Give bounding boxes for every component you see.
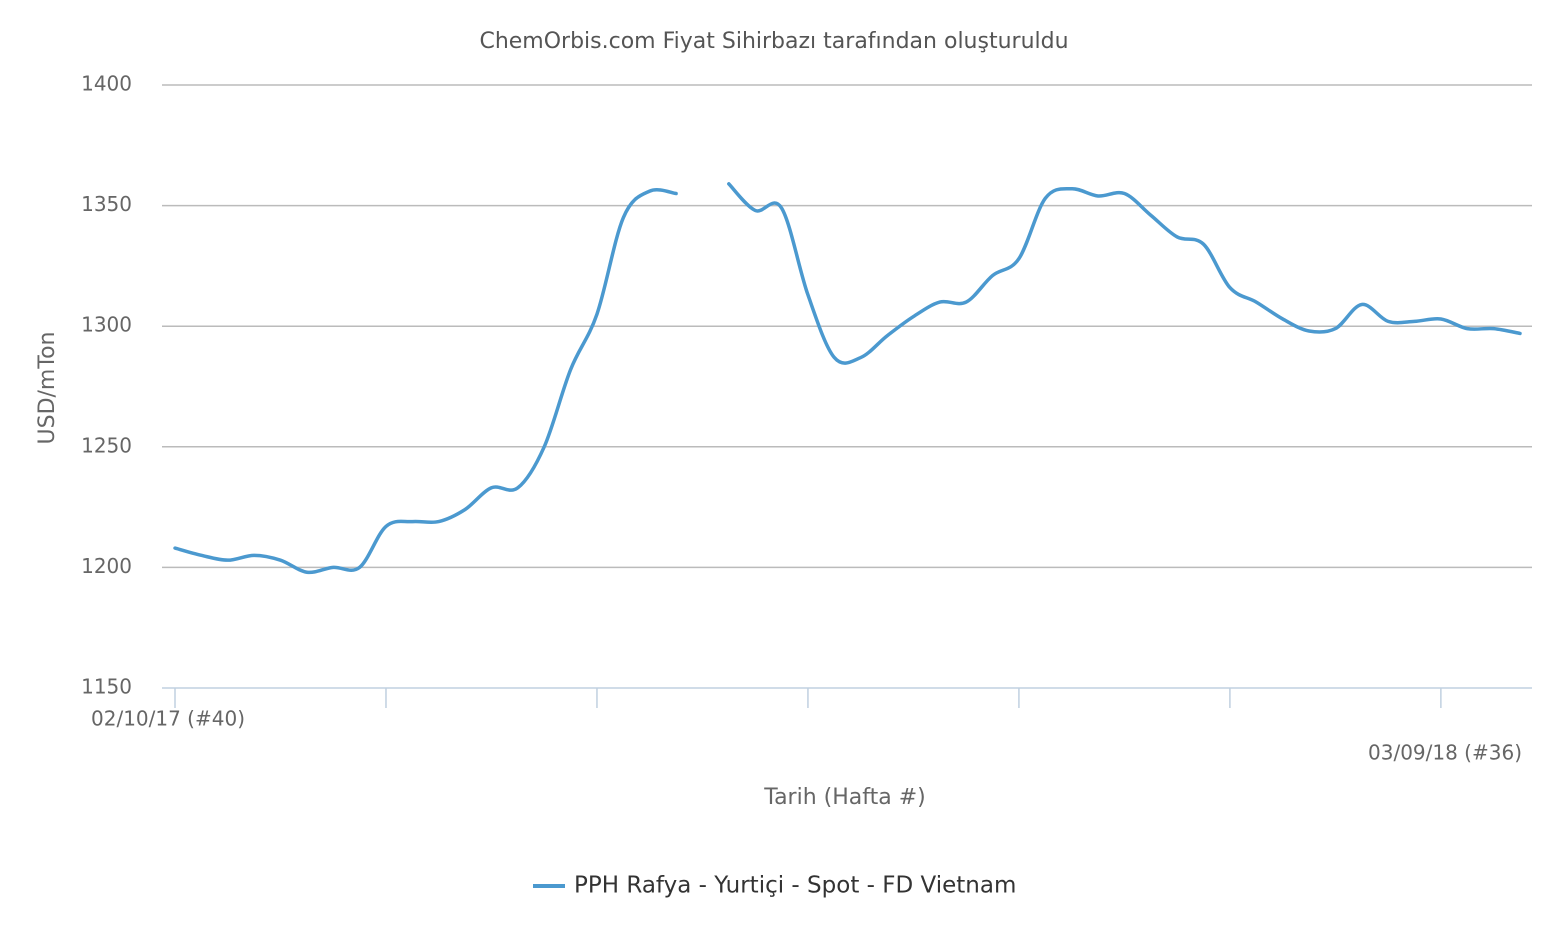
x-axis-label: Tarih (Hafta #) (763, 785, 925, 810)
x-tick-label: 02/10/17 (#40) (91, 707, 245, 731)
y-tick-label: 1400 (81, 72, 132, 96)
line (173, 182, 1522, 575)
y-tick-label: 1250 (81, 433, 132, 457)
y-tick-label: 1200 (81, 554, 132, 578)
x-tick-label: 03/09/18 (#36) (1368, 741, 1522, 765)
y-axis-label: USD/mTon (35, 332, 60, 445)
y-tick-label: 1150 (81, 675, 132, 699)
legend-label: PPH Rafya - Yurtiçi - Spot - FD Vietnam (574, 873, 1016, 899)
chart-title: ChemOrbis.com Fiyat Sihirbazı tarafından… (479, 29, 1068, 54)
y-tick-label: 1300 (81, 313, 132, 337)
y-tick-label: 1350 (81, 192, 132, 216)
